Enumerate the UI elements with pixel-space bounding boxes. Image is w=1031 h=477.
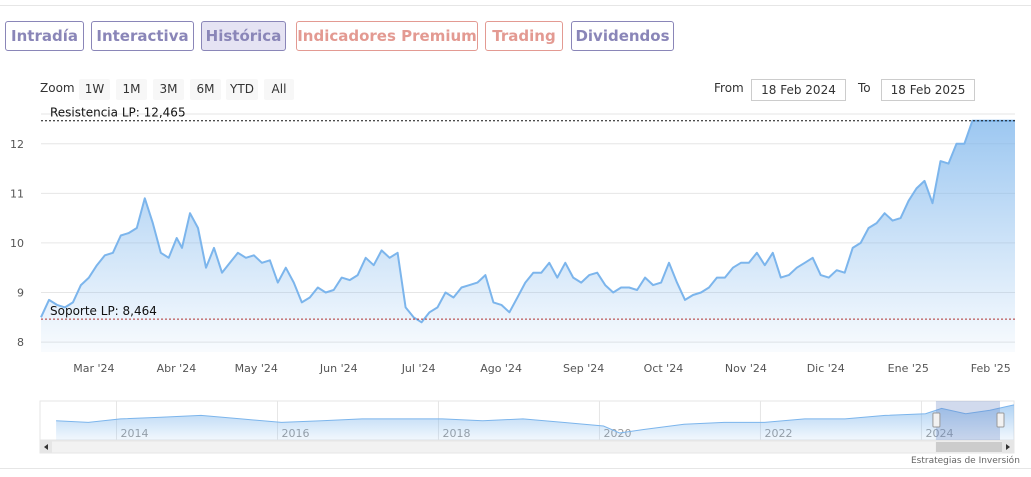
y-tick-label: 9 bbox=[17, 287, 24, 300]
x-axis: Mar '24 Abr '24 May '24 Jun '24 Jul '24 Ago '… bbox=[73, 362, 1010, 375]
x-tick-label: Jul '24 bbox=[401, 362, 436, 375]
plot-area[interactable] bbox=[40, 119, 1015, 352]
x-tick-label: Ago '24 bbox=[480, 362, 522, 375]
support-resistance-levels: Resistencia LP: 12,465 Soporte LP: 8,464 bbox=[41, 106, 1015, 320]
zoom-button-all[interactable]: All bbox=[264, 79, 294, 100]
y-tick-label: 8 bbox=[17, 336, 24, 349]
y-tick-label: 12 bbox=[10, 138, 24, 151]
navigator-area bbox=[56, 404, 1015, 440]
zoom-button-ytd[interactable]: YTD bbox=[226, 79, 258, 100]
arrow-right-icon bbox=[1006, 444, 1010, 450]
zoom-button-6m[interactable]: 6M bbox=[190, 79, 221, 100]
x-tick-label: Abr '24 bbox=[157, 362, 197, 375]
from-label: From bbox=[714, 81, 744, 95]
x-tick-label: May '24 bbox=[235, 362, 278, 375]
tab-hist-rica[interactable]: Histórica bbox=[201, 21, 286, 51]
tab-dividendos[interactable]: Dividendos bbox=[571, 21, 674, 51]
navigator-line bbox=[56, 404, 1015, 434]
zoom-button-3m[interactable]: 3M bbox=[153, 79, 184, 100]
to-date-input[interactable]: 18 Feb 2025 bbox=[881, 79, 975, 101]
to-label: To bbox=[858, 81, 871, 95]
navigator-handle-right[interactable] bbox=[996, 412, 1005, 428]
x-tick-label: Dic '24 bbox=[807, 362, 845, 375]
price-area bbox=[41, 120, 1015, 352]
tab-trading[interactable]: Trading bbox=[485, 21, 563, 51]
support-label: Soporte LP: 8,464 bbox=[50, 304, 157, 318]
zoom-button-1w[interactable]: 1W bbox=[79, 79, 110, 100]
x-tick-label: Feb '25 bbox=[971, 362, 1011, 375]
x-tick-label: Ene '25 bbox=[888, 362, 929, 375]
x-tick-label: Mar '24 bbox=[73, 362, 114, 375]
x-tick-label: Oct '24 bbox=[644, 362, 684, 375]
resistance-label: Resistencia LP: 12,465 bbox=[50, 106, 186, 120]
x-tick-label: Sep '24 bbox=[563, 362, 604, 375]
scrollbar-thumb[interactable] bbox=[935, 442, 1008, 452]
y-tick-label: 11 bbox=[10, 187, 24, 200]
navigator[interactable]: 201420162018202020222024 bbox=[39, 400, 1015, 454]
top-divider bbox=[0, 5, 1031, 6]
y-tick-label: 10 bbox=[10, 237, 24, 250]
zoom-button-1m[interactable]: 1M bbox=[116, 79, 147, 100]
scrollbar-track bbox=[39, 440, 1015, 454]
x-tick-label: Nov '24 bbox=[725, 362, 767, 375]
bottom-divider bbox=[0, 468, 1031, 469]
navigator-selection[interactable] bbox=[935, 401, 1000, 440]
credit-text: Estrategias de Inversión bbox=[911, 456, 1020, 466]
y-axis: 8 9 10 11 12 bbox=[10, 138, 24, 349]
arrow-left-icon bbox=[44, 444, 48, 450]
tab-intrad-a[interactable]: Intradía bbox=[5, 21, 84, 51]
x-tick-label: Jun '24 bbox=[319, 362, 358, 375]
price-line bbox=[40, 119, 1015, 324]
from-date-input[interactable]: 18 Feb 2024 bbox=[751, 79, 846, 101]
navigator-handle-left[interactable] bbox=[932, 412, 941, 428]
zoom-label: Zoom bbox=[40, 81, 75, 95]
tab-indicadores-premium[interactable]: Indicadores Premium bbox=[296, 21, 478, 51]
tab-interactiva[interactable]: Interactiva bbox=[91, 21, 194, 51]
